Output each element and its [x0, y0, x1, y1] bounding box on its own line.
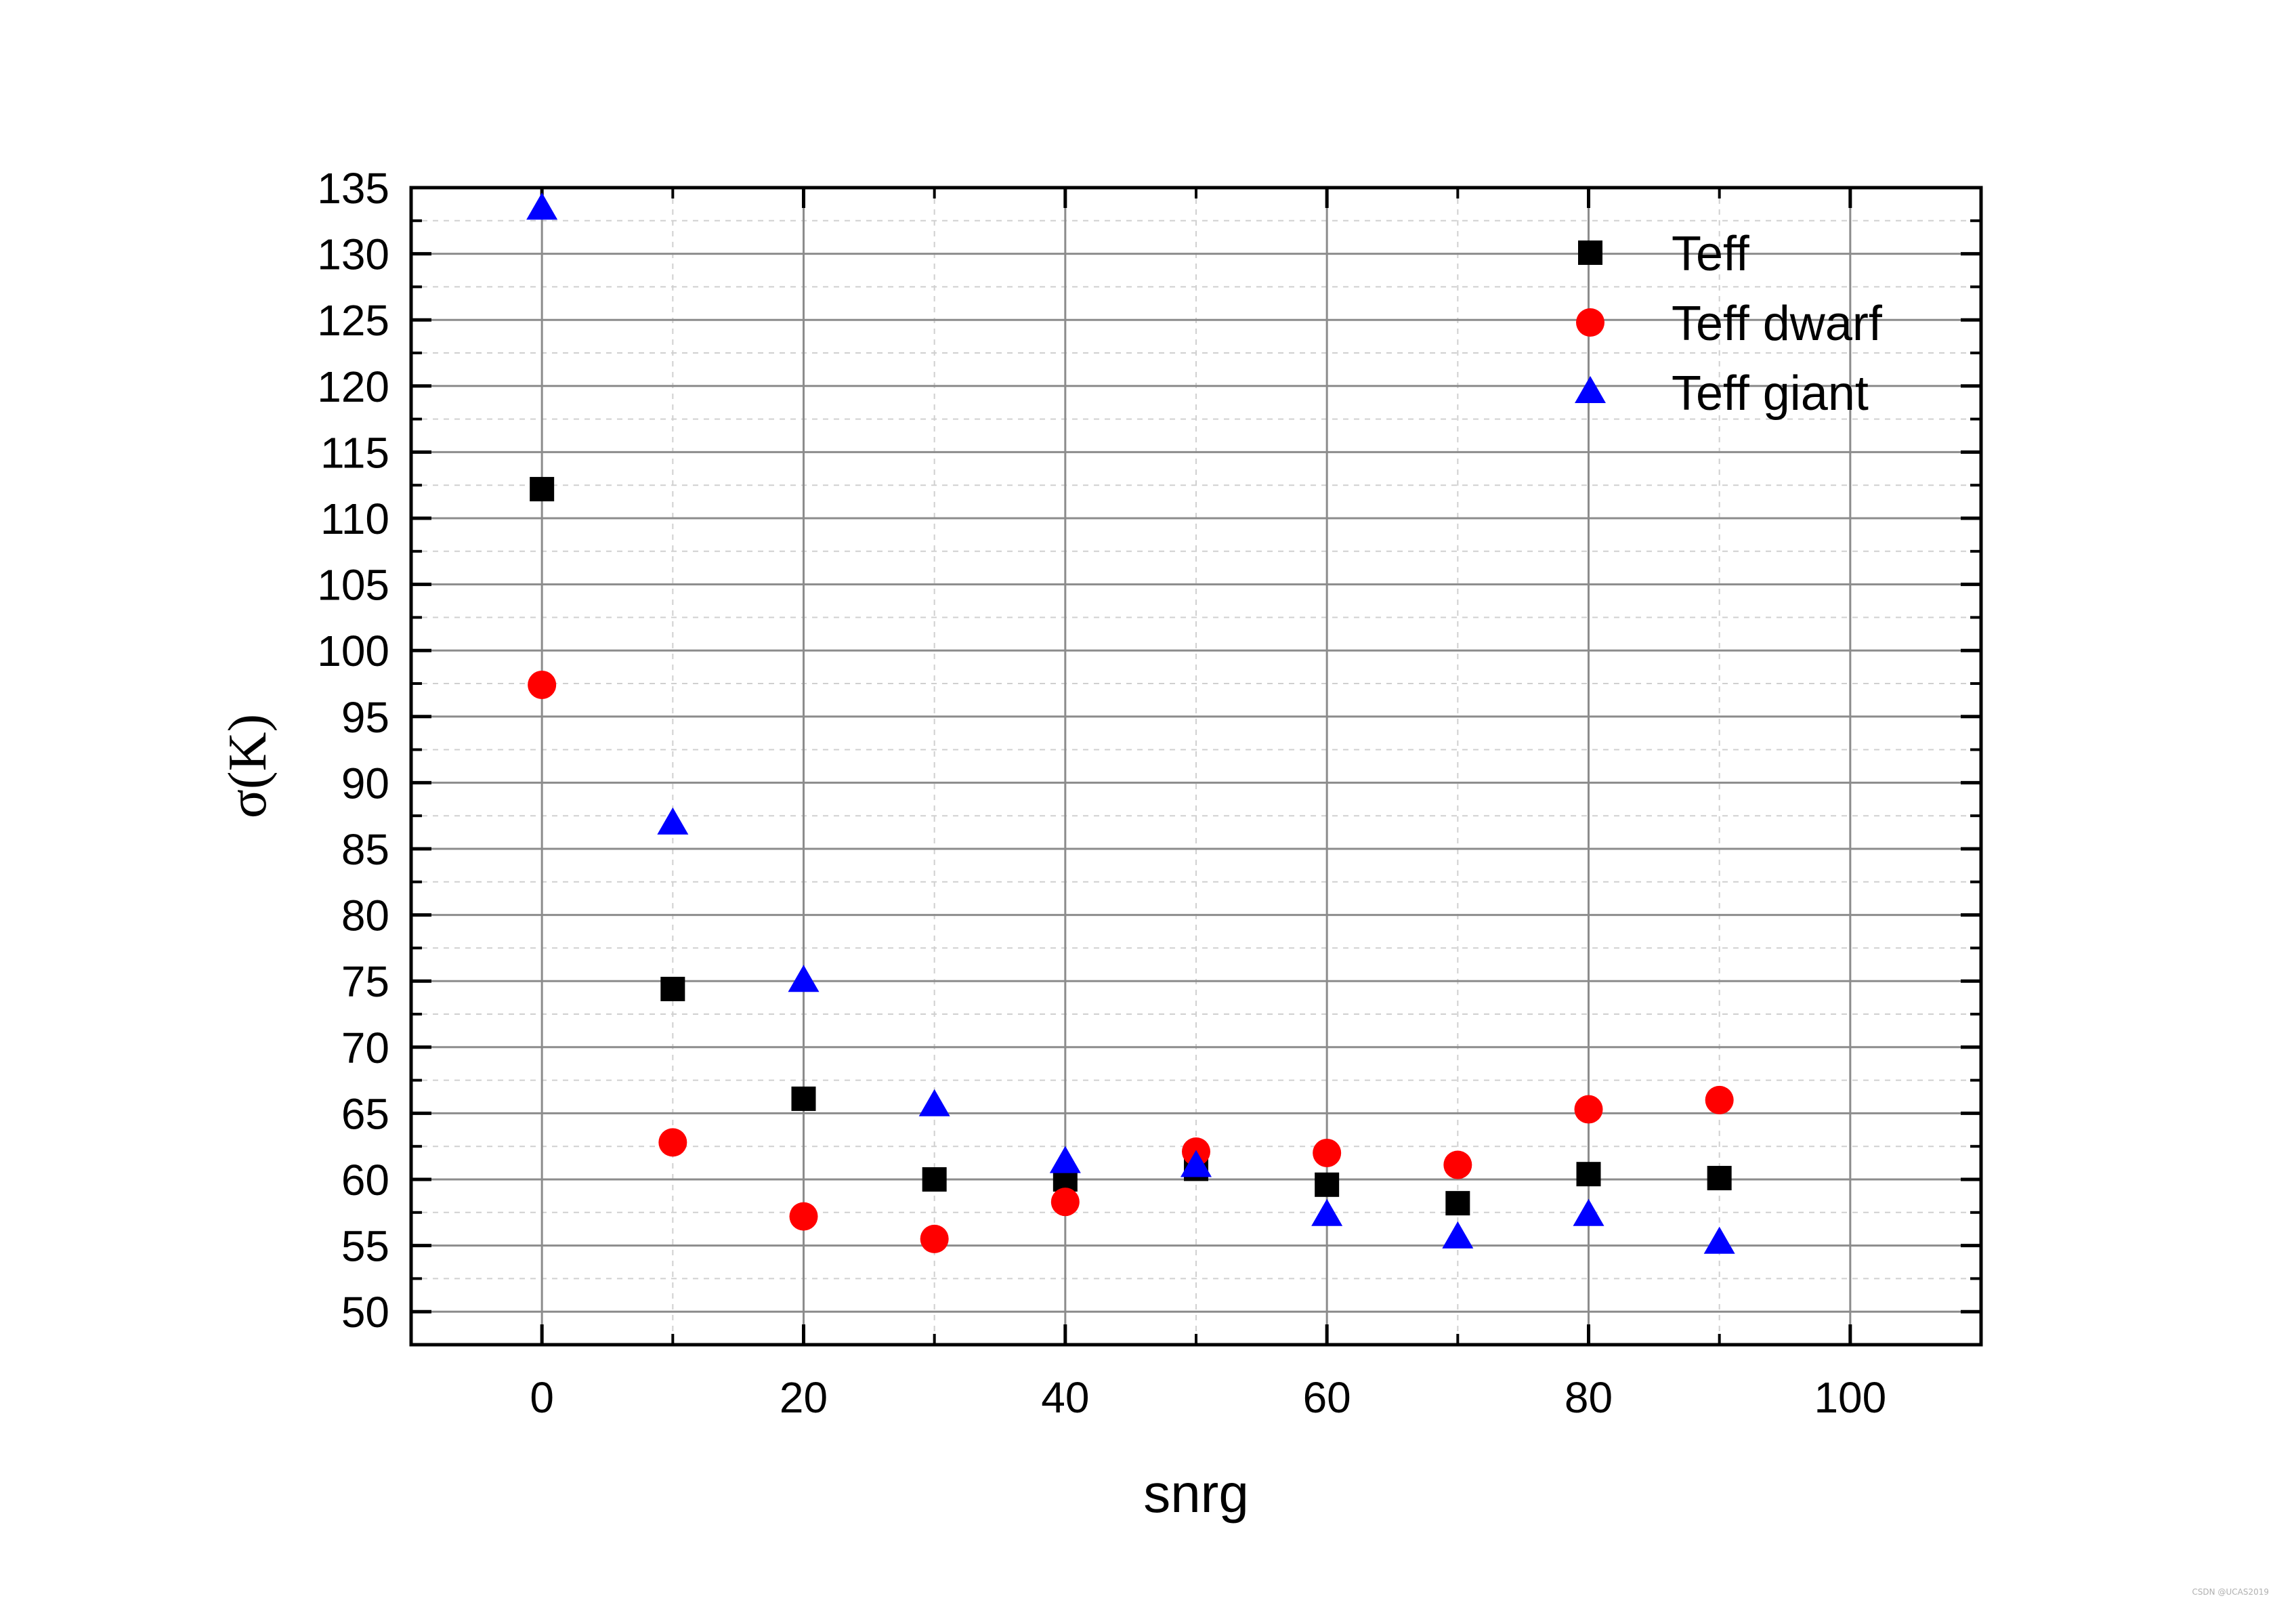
series-circle: [528, 670, 1734, 1253]
data-point: [920, 1224, 949, 1253]
series-square: [530, 477, 1732, 1216]
data-point: [1445, 1191, 1470, 1216]
y-tick-label: 95: [341, 693, 389, 742]
data-point: [1050, 1188, 1080, 1217]
y-tick-label: 75: [341, 957, 389, 1006]
legend-item: Teff dwarf: [1576, 297, 1883, 351]
data-point: [1181, 1150, 1212, 1177]
x-tick-label: 60: [1303, 1373, 1351, 1422]
x-tick-label: 100: [1814, 1373, 1886, 1422]
y-tick-label: 65: [341, 1089, 389, 1138]
y-tick-label: 115: [320, 428, 389, 477]
data-point: [1311, 1198, 1343, 1226]
data-point: [1703, 1226, 1735, 1254]
data-point: [1315, 1172, 1340, 1197]
data-point: [918, 1089, 950, 1116]
legend-label: Teff: [1672, 227, 1750, 281]
data-point: [1574, 1095, 1603, 1124]
data-point: [791, 1086, 816, 1111]
data-point: [1707, 1166, 1732, 1191]
data-point: [1443, 1150, 1472, 1179]
legend-item: Teff: [1578, 227, 1750, 281]
y-tick-label: 135: [317, 164, 389, 213]
data-point: [922, 1167, 947, 1192]
data-point: [1442, 1221, 1474, 1249]
y-tick-label: 125: [317, 296, 389, 345]
y-tick-label: 100: [317, 627, 389, 675]
data-point: [1313, 1138, 1342, 1167]
x-tick-label: 0: [530, 1373, 554, 1422]
y-tick-label: 110: [320, 495, 389, 543]
data-point: [1573, 1198, 1604, 1226]
data-point: [1705, 1085, 1734, 1114]
legend-marker: [1578, 240, 1602, 265]
x-axis-label: snrg: [1143, 1463, 1249, 1524]
legend-item: Teff giant: [1575, 366, 1869, 421]
y-tick-label: 80: [341, 892, 389, 940]
y-tick-label: 105: [317, 561, 389, 610]
data-point: [526, 192, 558, 220]
series-triangle: [526, 192, 1735, 1254]
y-tick-label: 50: [341, 1288, 389, 1337]
x-tick-label: 40: [1041, 1373, 1089, 1422]
watermark: CSDN @UCAS2019: [2192, 1587, 2269, 1597]
legend-marker: [1575, 376, 1606, 403]
legend: Teff Teff dwarf Teff giant: [1575, 227, 1883, 421]
data-point: [1576, 1162, 1601, 1187]
x-tick-label: 20: [780, 1373, 828, 1422]
y-tick-label: 90: [341, 759, 389, 808]
data-point: [788, 965, 820, 992]
y-axis-label: σ(K): [218, 714, 278, 818]
data-markers: [526, 192, 1735, 1254]
data-point: [660, 976, 685, 1001]
legend-label: Teff dwarf: [1672, 297, 1883, 351]
y-tick-label: 120: [317, 362, 389, 411]
data-point: [789, 1202, 818, 1231]
legend-marker: [1576, 308, 1604, 337]
x-tick-labels: 0 20 40 60 80 100: [530, 1373, 1886, 1422]
data-point: [1049, 1146, 1081, 1173]
y-tick-label: 85: [341, 825, 389, 874]
y-tick-label: 55: [341, 1222, 389, 1271]
legend-label: Teff giant: [1672, 366, 1869, 421]
x-tick-label: 80: [1565, 1373, 1613, 1422]
y-tick-label: 130: [317, 230, 389, 279]
data-point: [528, 670, 557, 699]
data-point: [530, 477, 555, 502]
data-point: [657, 807, 689, 835]
y-tick-label: 60: [341, 1156, 389, 1204]
y-tick-labels: 50 55 60 65 70 75 80 85 90 95 100 105 110 115 120 125 13…: [317, 164, 389, 1337]
data-point: [658, 1128, 687, 1157]
y-tick-label: 70: [341, 1024, 389, 1072]
axis-ticks: [410, 186, 1982, 1346]
